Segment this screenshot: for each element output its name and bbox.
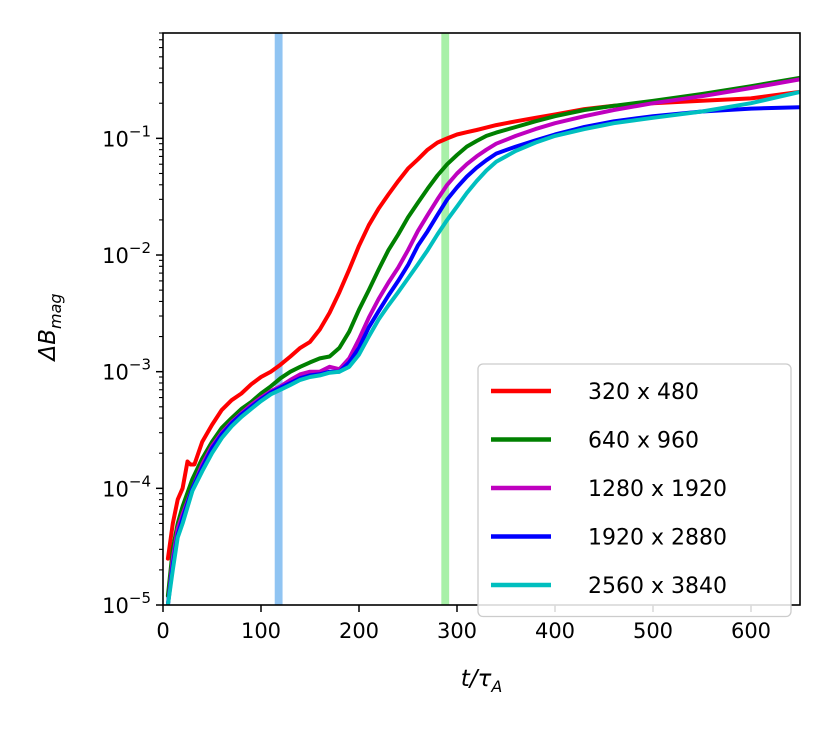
y-axis-label: ΔBmag xyxy=(35,293,65,362)
series-line-2 xyxy=(165,75,800,598)
x-tick-label: 400 xyxy=(535,619,575,643)
y-tick-label: 10−3 xyxy=(102,356,151,385)
x-axis-label-sub: A xyxy=(490,677,502,696)
y-tick-label: 10−1 xyxy=(102,122,151,151)
series-line-1 xyxy=(165,89,800,561)
x-tick-label: 500 xyxy=(633,619,673,643)
series-line-4 xyxy=(165,105,800,605)
y-axis-label-main: ΔB xyxy=(35,329,61,363)
vertical-bands xyxy=(274,33,450,605)
x-axis-label-main: t/τ xyxy=(461,666,492,692)
series-line-5 xyxy=(165,89,800,605)
x-tick-label: 200 xyxy=(339,619,379,643)
legend: 320 x 480 640 x 960 1280 x 1920 1920 x 2880… xyxy=(477,363,792,618)
x-axis: 0 100 200 300 400 500 600 xyxy=(156,605,771,643)
legend-box xyxy=(477,363,792,618)
x-tick-label: 300 xyxy=(437,619,477,643)
y-axis-label-sub: mag xyxy=(46,293,65,329)
vertical-band-1 xyxy=(274,33,283,605)
y-tick-label: 10−2 xyxy=(102,239,151,268)
legend-label: 320 x 480 xyxy=(588,380,699,405)
legend-label: 1920 x 2880 xyxy=(588,526,727,551)
x-tick-label: 100 xyxy=(241,619,281,643)
x-axis-label: t/τA xyxy=(461,666,503,696)
series-lines xyxy=(165,75,800,605)
legend-label: 2560 x 3840 xyxy=(588,574,727,599)
legend-label: 1280 x 1920 xyxy=(588,477,727,502)
y-tick-label: 10−4 xyxy=(102,472,151,501)
y-tick-label: 10−5 xyxy=(102,589,151,618)
x-tick-label: 600 xyxy=(731,619,771,643)
x-tick-label: 0 xyxy=(156,619,169,643)
y-axis: 10−5 10−4 10−3 10−2 10−1 xyxy=(102,32,163,618)
vertical-band-2 xyxy=(441,33,450,605)
legend-label: 640 x 960 xyxy=(588,429,699,454)
